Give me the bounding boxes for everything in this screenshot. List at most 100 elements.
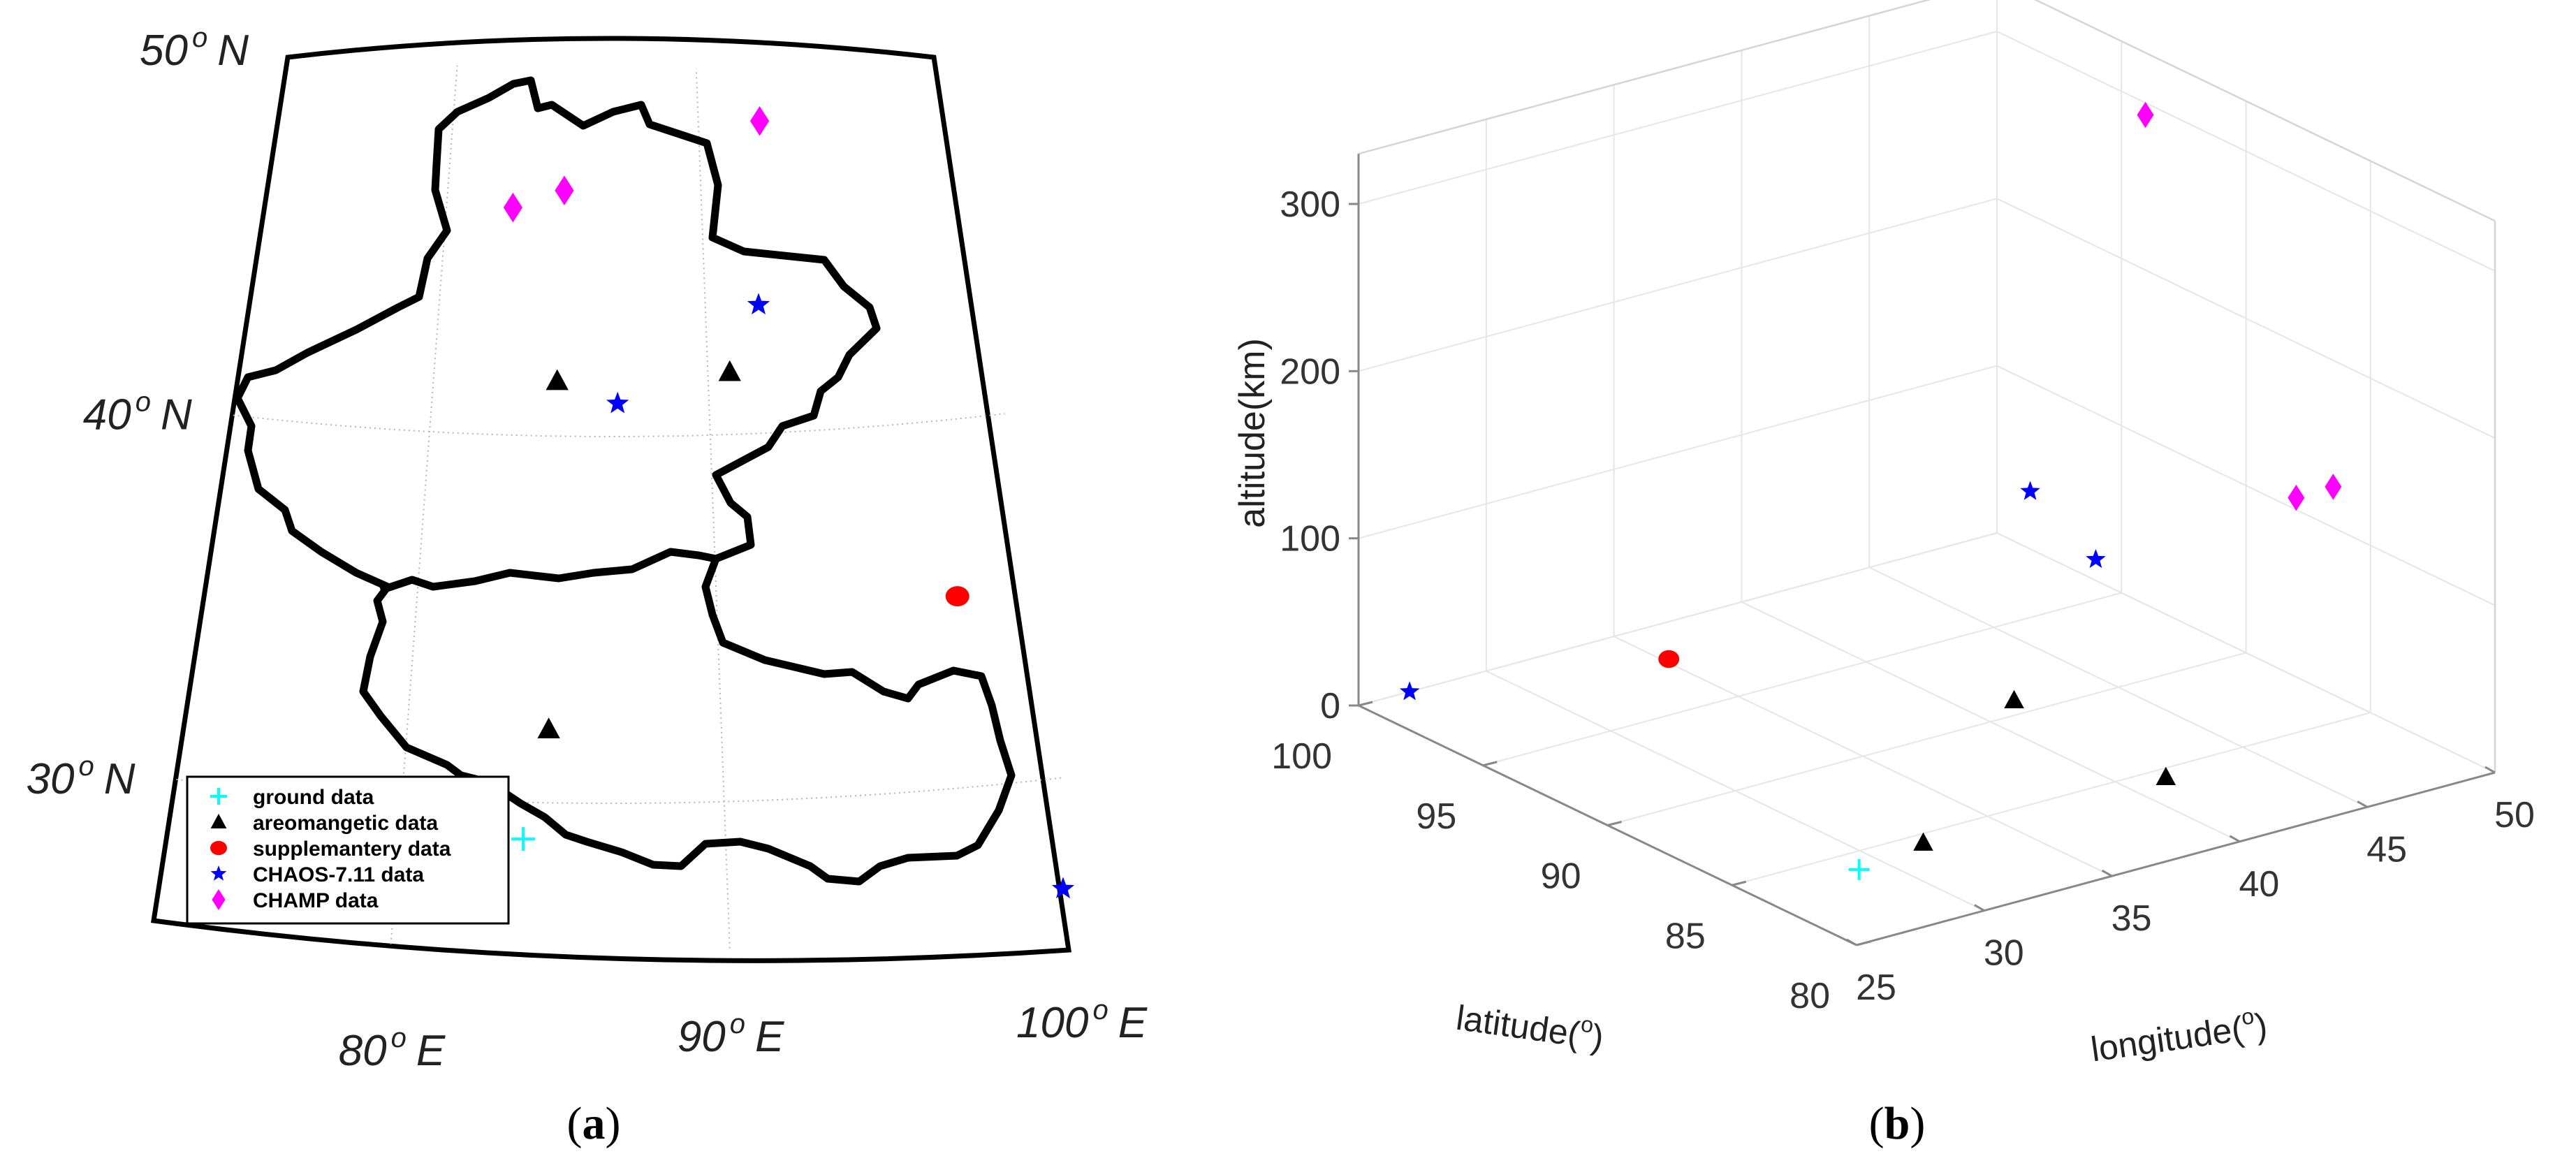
y-tick bbox=[2101, 869, 2113, 877]
map-point-diamond-1 bbox=[555, 175, 574, 205]
region-internal-border bbox=[379, 548, 717, 594]
y-tick bbox=[2357, 800, 2368, 808]
legend-marker-triangle bbox=[210, 814, 227, 828]
lon-label-80: 80 o E bbox=[339, 1023, 446, 1075]
caption-b: (b) bbox=[1869, 1098, 1926, 1149]
lon-label-value: 80 bbox=[339, 1027, 387, 1075]
legend-label: ground data bbox=[253, 786, 374, 809]
map-point-diamond-0 bbox=[503, 192, 522, 223]
floor-grid-lon bbox=[1868, 566, 2368, 808]
y-tick-label: 40 bbox=[2239, 864, 2279, 905]
wall-grid-alt bbox=[1996, 365, 2496, 606]
lon-label-hemi: E bbox=[755, 1013, 784, 1061]
z-axis-label: altitude(km) bbox=[1232, 338, 1273, 528]
lon-label-hemi: E bbox=[1118, 999, 1148, 1047]
map-axis-labels: 50 o N40 o N30 o N80 o E 90 o E 100 o E bbox=[27, 22, 1148, 1075]
floor-grid-lat bbox=[1607, 652, 2246, 826]
wall-grid-alt bbox=[1996, 532, 2496, 773]
x-tick bbox=[1856, 940, 1871, 946]
wall2-grid-alt bbox=[1358, 198, 1998, 372]
box-edge bbox=[2033, 0, 2496, 222]
lat-label-degree: o bbox=[78, 751, 94, 782]
caption-a-letter: a bbox=[583, 1098, 606, 1149]
plot3d-point-diamond-1 bbox=[2288, 484, 2305, 511]
lon-label-90: 90 o E bbox=[678, 1009, 784, 1061]
plot3d-point-triangle-2 bbox=[2156, 766, 2176, 786]
plot3d-point-star-2 bbox=[2020, 481, 2040, 500]
meridian-90 bbox=[695, 68, 731, 949]
lat-label-50: 50 o N bbox=[140, 22, 249, 75]
plot3d-point-circle-0 bbox=[1658, 650, 1680, 668]
legend-label: areomangetic data bbox=[253, 812, 438, 835]
lat-label-30: 30 o N bbox=[27, 751, 136, 803]
legend-marker-diamond bbox=[212, 889, 226, 910]
wall2-grid-alt bbox=[1358, 31, 1998, 205]
x-tick bbox=[1482, 761, 1498, 767]
z-tick-label: 0 bbox=[1320, 686, 1340, 726]
plot3d-point-triangle-1 bbox=[2004, 689, 2024, 709]
lon-label-value: 100 bbox=[1016, 999, 1088, 1047]
svg-text:(a): (a) bbox=[567, 1098, 621, 1149]
parallel-30 bbox=[176, 777, 1063, 804]
x-tick-label: 85 bbox=[1665, 916, 1706, 956]
legend-label: CHAMP data bbox=[253, 889, 379, 912]
lon-label-degree: o bbox=[391, 1023, 407, 1053]
wall2-grid-alt bbox=[1358, 532, 1998, 706]
svg-text:(b): (b) bbox=[1869, 1098, 1926, 1149]
wall-grid-alt bbox=[1996, 198, 2496, 439]
wall2-grid-alt bbox=[1358, 365, 1998, 539]
map-data-points bbox=[503, 106, 1075, 899]
lon-label-100: 100 o E bbox=[1016, 995, 1148, 1047]
map-point-star-1 bbox=[747, 293, 770, 315]
legend-items: ground data areomangetic data supplemanter… bbox=[210, 786, 451, 912]
y-axis-line bbox=[1856, 771, 2496, 946]
lat-label-hemi: N bbox=[104, 755, 136, 803]
z-tick-label: 300 bbox=[1280, 184, 1340, 225]
legend-marker-circle bbox=[210, 840, 227, 856]
x-axis-label-text: latitude bbox=[1454, 998, 1570, 1053]
y-tick bbox=[1846, 938, 1857, 946]
map-frame bbox=[150, 36, 1072, 963]
svg-text:longitude(o): longitude(o) bbox=[2088, 1002, 2269, 1069]
map-point-triangle-0 bbox=[546, 369, 569, 390]
y-axis-label-paren-close: ) bbox=[2253, 1006, 2269, 1046]
z-tick-label: 100 bbox=[1280, 519, 1340, 560]
lat-label-40: 40 o N bbox=[83, 386, 192, 439]
panel-a-map: 50 o N40 o N30 o N80 o E 90 o E 100 o E ground dataare… bbox=[27, 22, 1148, 1075]
lat-label-value: 40 bbox=[83, 390, 131, 439]
legend-label: CHAOS-7.11 data bbox=[253, 863, 424, 886]
y-tick-label: 30 bbox=[1984, 933, 2024, 974]
map-point-triangle-1 bbox=[718, 360, 741, 381]
map-point-diamond-2 bbox=[749, 106, 770, 136]
y-axis-label: longitude(o) bbox=[2088, 1002, 2269, 1069]
caption-b-open: ( bbox=[1869, 1098, 1885, 1149]
plot3d-point-diamond-2 bbox=[2137, 101, 2154, 129]
svg-text:latitude(o): latitude(o) bbox=[1454, 994, 1607, 1058]
caption-a: (a) bbox=[567, 1098, 621, 1149]
y-tick-label: 45 bbox=[2366, 829, 2407, 870]
legend-label: supplemantery data bbox=[253, 838, 451, 861]
plot3d-point-diamond-0 bbox=[2325, 474, 2342, 500]
lon-label-value: 90 bbox=[678, 1013, 726, 1061]
map-point-star-2 bbox=[1051, 877, 1075, 899]
y-tick bbox=[2484, 766, 2496, 774]
lat-label-degree: o bbox=[192, 22, 207, 53]
plot3d-point-plus-0 bbox=[1848, 858, 1870, 880]
map-point-plus-0 bbox=[511, 827, 536, 851]
y-tick-label: 25 bbox=[1856, 967, 1896, 1008]
legend-marker-plus bbox=[210, 788, 227, 805]
floor-grid-lat bbox=[1732, 712, 2371, 886]
x-tick bbox=[1732, 880, 1747, 886]
floor-grid-lon bbox=[1486, 670, 1985, 912]
y-tick bbox=[1974, 904, 1985, 912]
y-tick-label: 35 bbox=[2112, 898, 2152, 939]
lat-label-hemi: N bbox=[217, 27, 249, 75]
map-legend: ground data areomangetic data supplemanter… bbox=[186, 775, 510, 925]
map-point-circle-0 bbox=[945, 586, 969, 607]
plot3d-point-triangle-0 bbox=[1913, 832, 1933, 851]
lon-label-hemi: E bbox=[416, 1027, 446, 1075]
plot3d-grid bbox=[1349, 0, 2496, 946]
y-axis-label-degree: o bbox=[2240, 1003, 2256, 1030]
x-axis-label-degree: o bbox=[1579, 1011, 1595, 1037]
